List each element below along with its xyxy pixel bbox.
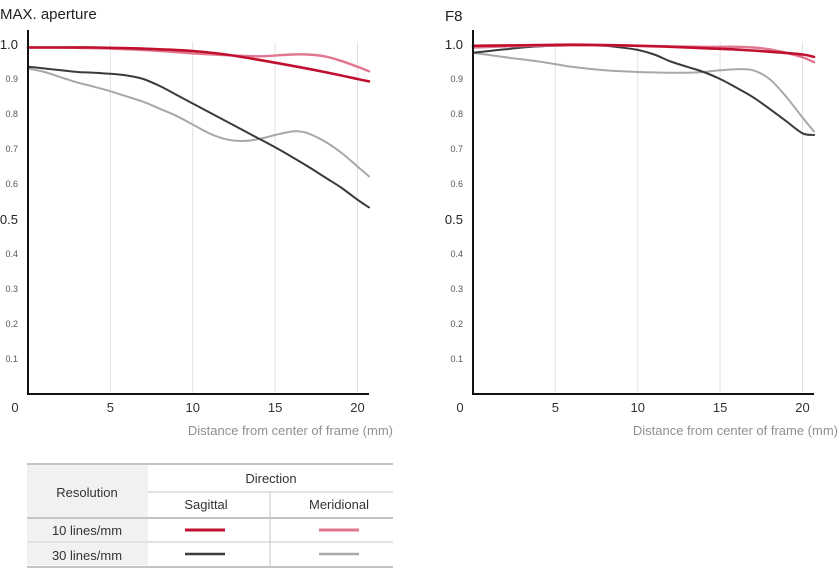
mtf-chart-f8: F8 0.1 0.2 0.3 0.4 0.5 0.6 0.7 0.8 0.9 1.0 0 5 10 15… xyxy=(445,8,838,438)
resolution-header: Resolution xyxy=(56,485,117,500)
row-10-label: 10 lines/mm xyxy=(52,523,122,538)
y-tick-label: 0.9 xyxy=(450,74,463,84)
y-tick-label: 0.2 xyxy=(450,319,463,329)
legend-table: Resolution Direction Sagittal Meridional… xyxy=(27,463,393,568)
series-meridional-30 xyxy=(27,67,370,178)
series-sagittal-10 xyxy=(26,46,371,83)
y-tick-label: 0.4 xyxy=(5,249,18,259)
series-sagittal-30 xyxy=(27,65,370,209)
y-tick-label: 0.6 xyxy=(450,179,463,189)
y-tick-label: 0.1 xyxy=(450,354,463,364)
chart-title: MAX. aperture xyxy=(0,6,97,23)
resolution-header-cell xyxy=(27,465,148,517)
y-tick-label: 0.1 xyxy=(5,354,18,364)
y-tick-label: 0.9 xyxy=(5,74,18,84)
y-tick-label: 0.5 xyxy=(445,212,463,227)
row-30-label-cell xyxy=(27,543,148,565)
x-axis-label: Distance from center of frame (mm) xyxy=(633,423,838,438)
x-tick-label: 0 xyxy=(11,400,18,415)
x-tick-label: 5 xyxy=(107,400,114,415)
x-tick-label: 15 xyxy=(713,400,727,415)
row-10-label-cell xyxy=(27,519,148,541)
row-30-label: 30 lines/mm xyxy=(52,548,122,563)
y-tick-label: 0.7 xyxy=(5,144,18,154)
y-tick-label: 0.7 xyxy=(450,144,463,154)
y-tick-label: 0.8 xyxy=(450,109,463,119)
y-tick-label: 0.6 xyxy=(5,179,18,189)
y-tick-label: 0.3 xyxy=(5,284,18,294)
mtf-chart-max-aperture: MAX. aperture 0.1 0.2 0.3 0.4 0.5 0.6 0.7 0.8 0.… xyxy=(0,6,393,438)
y-tick-label: 0.4 xyxy=(450,249,463,259)
meridional-header: Meridional xyxy=(309,497,369,512)
sagittal-header: Sagittal xyxy=(184,497,227,512)
series-meridional-30 xyxy=(472,51,815,133)
x-tick-label: 0 xyxy=(456,400,463,415)
x-tick-label: 15 xyxy=(268,400,282,415)
y-tick-label: 1.0 xyxy=(445,37,463,52)
y-tick-label: 0.8 xyxy=(5,109,18,119)
y-tick-label: 1.0 xyxy=(0,37,18,52)
y-tick-label: 0.3 xyxy=(450,284,463,294)
x-tick-label: 10 xyxy=(630,400,644,415)
x-axis-label: Distance from center of frame (mm) xyxy=(188,423,393,438)
x-tick-label: 20 xyxy=(350,400,364,415)
chart-title: F8 xyxy=(445,8,463,25)
x-tick-label: 20 xyxy=(795,400,809,415)
series-sagittal-10 xyxy=(471,43,816,59)
y-tick-label: 0.2 xyxy=(5,319,18,329)
x-tick-label: 5 xyxy=(552,400,559,415)
direction-header: Direction xyxy=(245,471,296,486)
y-tick-label: 0.5 xyxy=(0,212,18,227)
x-tick-label: 10 xyxy=(185,400,199,415)
